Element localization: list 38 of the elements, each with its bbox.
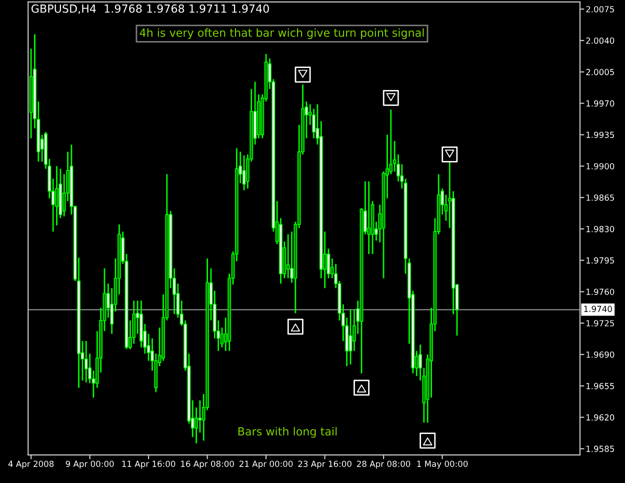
- ref-line-label: 1.9740: [584, 306, 612, 312]
- x-tick-label: 23 Apr 16:00: [298, 460, 352, 469]
- candlestick: [198, 400, 202, 434]
- y-tick-label: 1.9585: [586, 446, 614, 452]
- candlestick: [367, 180, 371, 255]
- y-tick-label: 1.9970: [586, 100, 614, 107]
- y-tick-label: 1.9725: [586, 320, 614, 326]
- x-tick-label: 28 Apr 08:00: [357, 460, 410, 469]
- y-tick-label: 1.9620: [586, 414, 614, 421]
- chart-title: GBPUSD,H4 1.9768 1.9768 1.9711 1.9740: [32, 4, 269, 14]
- x-tick-label: 1 May 00:00: [417, 460, 468, 469]
- point: [287, 318, 304, 335]
- y-tick-label: 1.9865: [586, 194, 614, 201]
- x-tick-label: 21 Apr 00:00: [240, 460, 293, 469]
- y-tick-label: 1.9830: [586, 226, 614, 232]
- x-tick-label: 11 Apr 16:00: [122, 460, 176, 469]
- annotation: Bars with long tail: [238, 426, 337, 438]
- point: [442, 146, 458, 162]
- point: [382, 90, 399, 106]
- point: [294, 66, 311, 83]
- point: [420, 432, 436, 449]
- y-tick-label: 2.0040: [586, 37, 614, 44]
- point: [354, 380, 370, 396]
- x-tick-label: 9 Apr 00:00: [66, 460, 114, 469]
- candlestick: [242, 154, 246, 192]
- candlestick: [286, 234, 290, 279]
- y-tick-label: 1.9760: [586, 288, 614, 295]
- annotation: 4h is very often that bar wich give turn point signal: [140, 28, 424, 40]
- x-tick-label: 4 Apr 2008: [8, 460, 54, 469]
- y-tick-label: 1.9690: [586, 351, 614, 358]
- y-tick-label: 2.0075: [586, 6, 614, 12]
- y-tick-label: 2.0005: [586, 68, 614, 76]
- y-tick-label: 1.9655: [586, 382, 614, 390]
- x-tick-label: 16 Apr 08:00: [181, 460, 234, 469]
- y-tick-label: 1.9795: [586, 257, 614, 264]
- y-tick-label: 1.9900: [586, 163, 614, 170]
- y-tick-label: 1.9935: [586, 132, 614, 138]
- candlestick: [84, 340, 88, 384]
